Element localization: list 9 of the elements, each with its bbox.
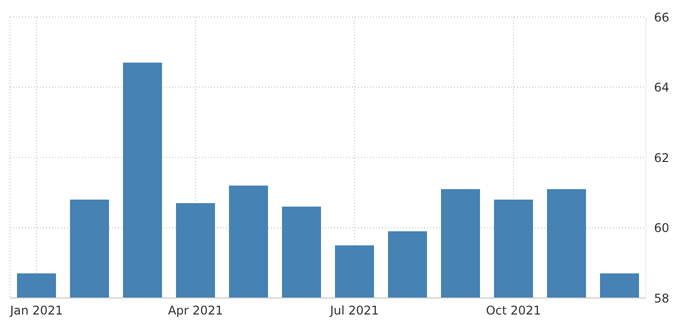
y-tick-label: 66 xyxy=(654,10,670,24)
x-tick-label: Apr 2021 xyxy=(168,304,224,318)
x-tick-label: Jul 2021 xyxy=(329,304,379,318)
x-tick-label: Jan 2021 xyxy=(9,304,63,318)
y-tick-label: 62 xyxy=(654,150,670,165)
y-tick-label: 64 xyxy=(654,80,670,95)
y-tick-label: 58 xyxy=(654,291,670,306)
y-tick-label: 60 xyxy=(654,221,670,236)
x-tick-label: Oct 2021 xyxy=(486,304,542,318)
